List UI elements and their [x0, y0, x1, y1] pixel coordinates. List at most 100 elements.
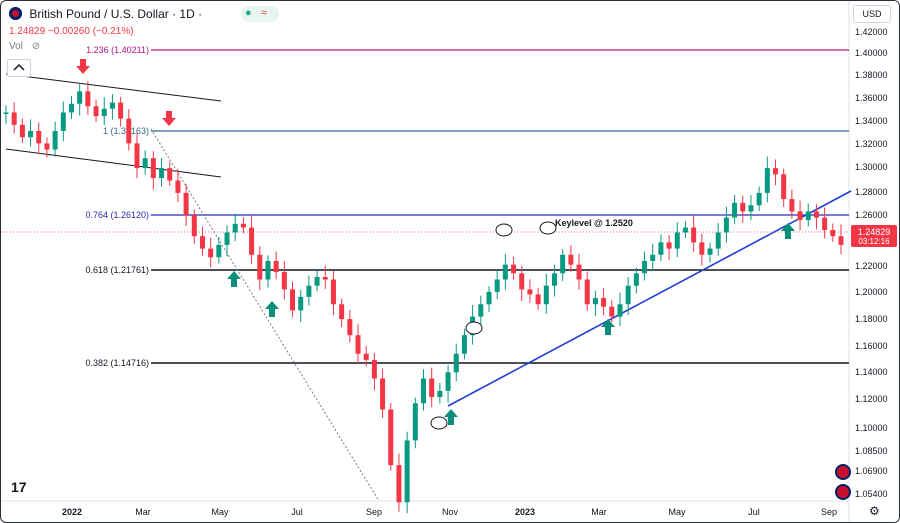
candle-body	[36, 131, 42, 144]
keylevel-annotation: Keylevel @ 1.2520	[555, 218, 633, 228]
y-tick-label: 1.12000	[855, 394, 888, 404]
y-tick-label: 1.32000	[855, 139, 888, 149]
candle-body	[633, 273, 639, 286]
candle-body	[134, 143, 140, 169]
y-tick-label: 1.20000	[855, 287, 888, 297]
candle-body	[77, 91, 83, 104]
eye-slash-icon[interactable]: ⊘	[31, 41, 41, 52]
candle-body	[281, 272, 287, 290]
candle-body	[527, 289, 533, 295]
candle-body	[404, 440, 410, 503]
trendline	[447, 190, 852, 407]
candle-body	[52, 131, 58, 150]
candle-body	[142, 158, 148, 169]
candle-body	[764, 168, 770, 193]
x-tick-label: Jul	[291, 507, 303, 517]
y-tick-label: 1.36000	[855, 93, 888, 103]
candle-body	[813, 211, 819, 218]
last-price-badge	[851, 225, 897, 247]
candle-body	[191, 215, 197, 237]
candle-body	[551, 273, 557, 286]
marker-oval	[465, 321, 483, 335]
candle-body	[371, 359, 377, 379]
candle-body	[732, 202, 738, 218]
channel-lower-line	[5, 148, 222, 178]
candle-body	[322, 277, 328, 280]
marker-oval	[539, 221, 557, 235]
fib-label: 0.764 (1.26120)	[85, 210, 149, 220]
candle-body	[216, 244, 222, 258]
y-tick-label: 1.28000	[855, 187, 888, 197]
candle-body	[429, 378, 435, 398]
y-tick-label: 1.30000	[855, 162, 888, 172]
candle-body	[19, 124, 25, 138]
candle-body	[543, 285, 549, 305]
candle-body	[339, 304, 345, 320]
tradingview-logo: 17	[11, 479, 27, 495]
candle-body	[167, 168, 173, 181]
candle-body	[789, 199, 795, 212]
candle-body	[560, 254, 566, 274]
currency-button[interactable]: USD	[853, 5, 891, 23]
candle-body	[380, 378, 386, 410]
candle-body	[822, 217, 828, 230]
y-tick-label: 1.08500	[855, 446, 888, 456]
candle-body	[109, 102, 115, 109]
y-tick-label: 1.10000	[855, 423, 888, 433]
candle-body	[650, 254, 656, 261]
x-tick-label: Jul	[748, 507, 760, 517]
candle-body	[478, 304, 484, 317]
candle-body	[265, 260, 271, 280]
candle-body	[159, 168, 165, 179]
chart-settings-gear-icon[interactable]: ⚙	[869, 504, 880, 518]
candle-body	[60, 112, 66, 131]
candle-body	[715, 232, 721, 249]
delay-icon: ≈	[261, 7, 268, 19]
candle-body	[224, 232, 230, 245]
candle-body	[3, 112, 9, 114]
volume-legend[interactable]: Vol ⊘	[9, 41, 40, 52]
candle-body	[461, 335, 467, 354]
candle-body	[11, 112, 17, 125]
fib-label: 0.382 (1.14716)	[85, 358, 149, 368]
candle-body	[502, 264, 508, 280]
symbol-title: British Pound / U.S. Dollar · 1D ·	[29, 7, 203, 21]
x-tick-label: May	[668, 507, 686, 517]
collapse-legend-button[interactable]	[7, 59, 31, 77]
candle-body	[691, 227, 697, 243]
candle-body	[355, 335, 361, 354]
market-status-icon: ●	[245, 7, 252, 19]
buy-arrow-icon	[227, 271, 241, 287]
x-tick-label: Nov	[442, 507, 459, 517]
marker-oval	[430, 416, 448, 430]
y-tick-label: 1.38000	[855, 70, 888, 80]
candle-body	[347, 319, 353, 336]
candle-body	[609, 306, 615, 317]
candle-body	[592, 298, 598, 305]
x-tick-label: Mar	[135, 507, 151, 517]
candle-body	[28, 131, 34, 138]
candle-body	[298, 296, 304, 311]
buy-arrow-icon	[601, 319, 615, 335]
y-tick-label: 1.05400	[855, 489, 888, 499]
gbp-flag-icon	[9, 7, 22, 20]
candle-body	[740, 202, 746, 212]
candle-body	[535, 294, 541, 305]
status-pills[interactable]: ● ≈	[241, 6, 279, 22]
candle-body	[748, 205, 754, 212]
candle-body	[642, 260, 648, 274]
candle-body	[494, 279, 500, 292]
candle-body	[625, 285, 631, 305]
candle-body	[257, 254, 263, 280]
candle-body	[453, 353, 459, 373]
candle-body	[240, 223, 246, 228]
symbol-header[interactable]: British Pound / U.S. Dollar · 1D ·	[9, 7, 202, 21]
candle-body	[576, 264, 582, 280]
buy-arrow-icon	[444, 409, 458, 425]
x-tick-label: May	[211, 507, 229, 517]
candle-body	[617, 304, 623, 317]
candle-body	[437, 390, 443, 398]
candle-body	[805, 211, 811, 221]
candle-body	[118, 102, 124, 119]
